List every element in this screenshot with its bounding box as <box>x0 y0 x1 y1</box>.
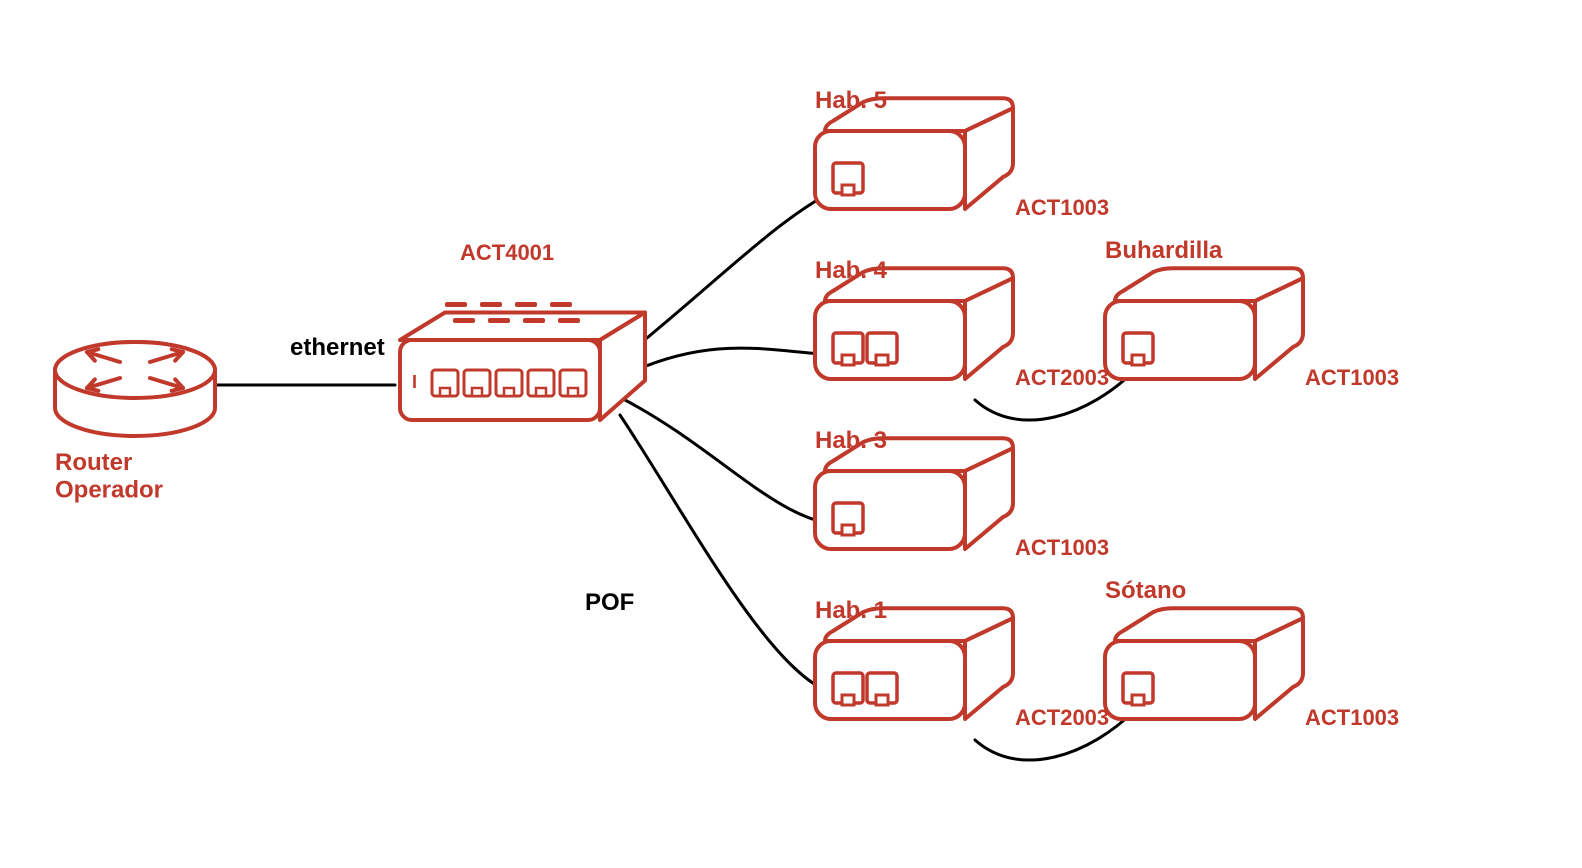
device-title-hab1: Hab. 1 <box>815 597 887 624</box>
svg-text:I: I <box>412 372 417 392</box>
node-switch: I ACT4001 <box>400 240 645 420</box>
device-model-hab5: ACT1003 <box>1015 195 1109 220</box>
edge-switch-hab4 <box>625 348 845 375</box>
device-title-buhard: Buhardilla <box>1105 237 1223 264</box>
network-diagram: ethernet POF RouterOperador I ACT4001 Hab. 5 A… <box>0 0 1582 868</box>
edge-label-ethernet: ethernet <box>290 334 385 361</box>
node-hab4: Hab. 4 ACT2003 <box>815 257 1109 390</box>
device-model-buhard: ACT1003 <box>1305 365 1399 390</box>
device-title-hab3: Hab. 3 <box>815 427 887 454</box>
edge-label-pof: POF <box>585 589 634 616</box>
router-label: RouterOperador <box>55 449 163 504</box>
device-title-hab4: Hab. 4 <box>815 257 888 284</box>
device-model-hab3: ACT1003 <box>1015 535 1109 560</box>
device-model-hab1: ACT2003 <box>1015 705 1109 730</box>
node-router: RouterOperador <box>55 342 215 504</box>
node-sotano: Sótano ACT1003 <box>1105 577 1399 730</box>
device-title-sotano: Sótano <box>1105 577 1186 604</box>
node-hab5: Hab. 5 ACT1003 <box>815 87 1109 220</box>
device-model-hab4: ACT2003 <box>1015 365 1109 390</box>
device-title-hab5: Hab. 5 <box>815 87 887 114</box>
node-hab3: Hab. 3 ACT1003 <box>815 427 1109 560</box>
device-model-sotano: ACT1003 <box>1305 705 1399 730</box>
edge-switch-hab5 <box>620 185 845 360</box>
node-hab1: Hab. 1 ACT2003 <box>815 597 1109 730</box>
node-buhard: Buhardilla ACT1003 <box>1105 237 1399 390</box>
edge-switch-hab1 <box>620 415 845 695</box>
switch-model-label: ACT4001 <box>460 240 554 265</box>
edge-switch-hab3 <box>625 400 845 525</box>
